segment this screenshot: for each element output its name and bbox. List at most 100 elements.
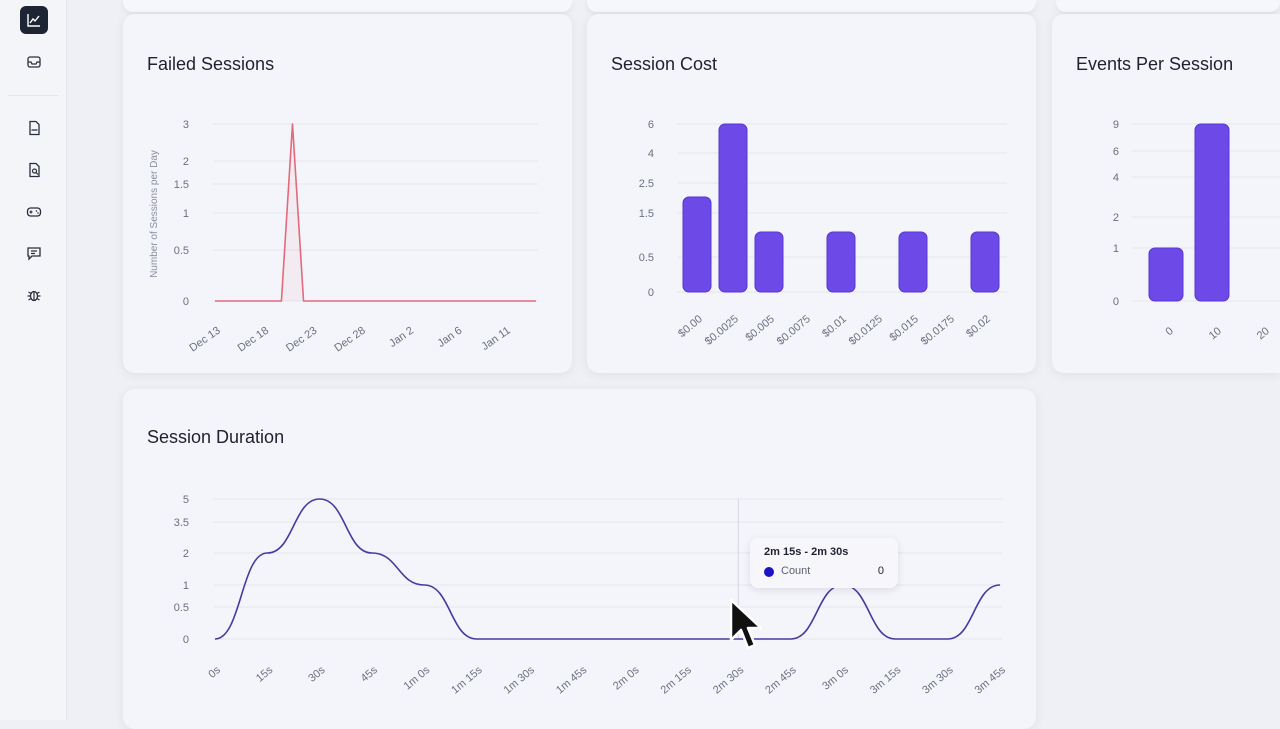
- y-tick-label: 6: [648, 119, 654, 131]
- x-tick-label: Dec 13: [187, 325, 222, 355]
- x-tick-label: Jan 11: [479, 325, 512, 353]
- series-line: [215, 123, 536, 302]
- x-tick-label: 1m 0s: [402, 664, 433, 693]
- y-tick-label: 1: [183, 208, 189, 220]
- y-tick-label: 2: [1113, 212, 1119, 224]
- session-duration-card: Session Duration 0 0.5 1 2 3.5 5 0s 15s 30s 45s 1m…: [123, 389, 1036, 729]
- card-title: Events Per Session: [1076, 54, 1234, 74]
- x-tick-label: 45s: [359, 664, 381, 685]
- y-tick-label: 3: [183, 119, 189, 131]
- y-tick-label: 1.5: [639, 208, 654, 220]
- x-tick-label: Jan 2: [387, 325, 416, 350]
- bar: [970, 231, 1000, 293]
- tooltip-title: 2m 15s - 2m 30s: [764, 546, 849, 558]
- nav-search-docs-button[interactable]: [20, 156, 48, 184]
- x-tick-label: 2m 45s: [763, 664, 799, 697]
- chart-tooltip: 2m 15s - 2m 30s Count 0: [750, 538, 898, 588]
- x-tick-label: Dec 28: [332, 325, 367, 355]
- x-tick-label: 2m 0s: [611, 664, 642, 693]
- bar: [754, 231, 784, 293]
- failed-sessions-card: Failed Sessions 0 0.5 1 1.5 2 3 Number of Sess…: [123, 14, 572, 373]
- x-tick-label: $0.015: [887, 313, 920, 344]
- y-tick-label: 2: [183, 156, 189, 168]
- bar: [718, 123, 748, 293]
- x-tick-label: 0: [1164, 325, 1176, 338]
- nav-analytics-button[interactable]: [20, 6, 48, 34]
- x-tick-label: 2m 30s: [711, 664, 747, 697]
- x-tick-label: $0.0025: [703, 313, 741, 348]
- series-line: [214, 498, 1001, 640]
- tooltip-series-dot: [764, 567, 774, 577]
- x-tick-label: 3m 0s: [820, 664, 851, 693]
- card-above-1: [123, 0, 572, 12]
- x-tick-label: 2m 15s: [659, 664, 695, 697]
- card-title: Session Duration: [147, 427, 285, 447]
- x-tick-label: 1m 30s: [502, 664, 538, 697]
- y-tick-label: 4: [1113, 172, 1119, 184]
- session-cost-chart: 0 0.5 1.5 2.5 4 6 $0.00$0.0025 $0.005$0.0075 $0.…: [639, 119, 1007, 348]
- events-per-session-chart: 0 1 2 4 6 9 0 10 20: [1113, 119, 1280, 342]
- bar: [1148, 247, 1184, 302]
- bug-icon: [27, 290, 41, 302]
- tooltip-series-label: Count: [781, 565, 811, 577]
- y-tick-label: 2.5: [639, 178, 654, 190]
- y-tick-label: 0.5: [174, 602, 189, 614]
- y-tick-label: 1: [183, 580, 189, 592]
- x-tick-label: 0s: [206, 664, 223, 681]
- y-tick-label: 0: [183, 296, 189, 308]
- x-tick-label: 1m 15s: [449, 664, 485, 697]
- y-tick-label: 6: [1113, 146, 1119, 158]
- y-tick-label: 0: [183, 634, 189, 646]
- events-per-session-card: Events Per Session 0 1 2 4 6 9 0 10 20: [1052, 14, 1280, 373]
- y-tick-label: 5: [183, 494, 189, 506]
- document-code-icon: [29, 120, 40, 136]
- y-axis-title: Number of Sessions per Day: [149, 150, 160, 278]
- nav-docs-button[interactable]: [20, 114, 48, 142]
- sidebar: [0, 0, 67, 720]
- y-tick-label: 0.5: [639, 252, 654, 264]
- x-tick-label: 10: [1207, 325, 1224, 342]
- card-above-2: [587, 0, 1036, 12]
- x-tick-label: 3m 30s: [920, 664, 956, 697]
- nav-inbox-button[interactable]: [20, 48, 48, 76]
- x-tick-label: $0.01: [820, 313, 849, 340]
- y-tick-label: 2: [183, 548, 189, 560]
- x-tick-label: 15s: [254, 664, 276, 685]
- x-tick-label: 30s: [306, 664, 328, 685]
- card-title: Session Cost: [611, 54, 718, 74]
- session-duration-chart: 0 0.5 1 2 3.5 5 0s 15s 30s 45s 1m 0s 1m 15s 1m 30s 1m…: [174, 494, 1009, 697]
- nav-messages-button[interactable]: [20, 239, 48, 267]
- bar: [682, 196, 712, 293]
- chart-line-icon: [27, 14, 40, 27]
- x-tick-label: $0.02: [964, 313, 993, 340]
- x-tick-label: $0.0125: [847, 313, 885, 348]
- x-tick-label: $0.0175: [919, 313, 957, 348]
- message-icon: [27, 247, 41, 261]
- session-cost-card: Session Cost 0 0.5 1.5 2.5 4 6 $0.00 $0.0025 $0.…: [587, 14, 1036, 373]
- inbox-icon: [27, 56, 41, 68]
- y-tick-label: 1.5: [174, 179, 189, 191]
- y-tick-label: 0: [648, 287, 654, 299]
- x-tick-label: $0.005: [743, 313, 776, 344]
- tooltip-series-value: 0: [877, 565, 884, 577]
- document-search-icon: [29, 162, 40, 178]
- sidebar-divider: [8, 95, 58, 96]
- x-tick-label: $0.0075: [775, 313, 813, 348]
- y-tick-label: 0.5: [174, 245, 189, 257]
- failed-sessions-chart: 0 0.5 1 1.5 2 3 Number of Sessions per Day Dec …: [149, 119, 538, 355]
- x-tick-label: Dec 23: [284, 325, 319, 355]
- nav-bugs-button[interactable]: [20, 281, 48, 309]
- card-title: Failed Sessions: [147, 54, 275, 74]
- bar: [1194, 123, 1230, 302]
- gamepad-icon: [26, 207, 42, 217]
- card-above-3: [1056, 0, 1280, 12]
- y-tick-label: 4: [648, 148, 654, 160]
- nav-games-button[interactable]: [20, 198, 48, 226]
- bar: [826, 231, 856, 293]
- y-tick-label: 9: [1113, 119, 1119, 131]
- x-tick-label: 3m 15s: [868, 664, 904, 697]
- y-tick-label: 1: [1113, 243, 1119, 255]
- x-tick-label: Jan 6: [435, 325, 464, 350]
- x-tick-label: Dec 18: [236, 325, 271, 355]
- x-tick-label: $0.00: [676, 313, 705, 340]
